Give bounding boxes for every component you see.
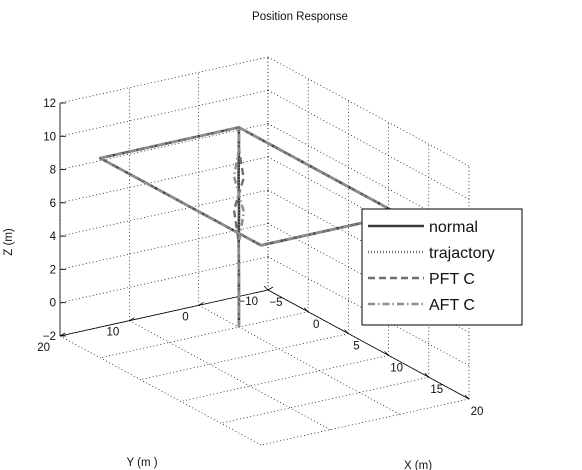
y-tick-label: 10 <box>107 327 120 339</box>
legend: normal trajactory PFT C AFT C <box>361 208 523 326</box>
grid-line <box>267 56 470 167</box>
grid-line <box>260 398 470 446</box>
grid-line <box>59 89 269 137</box>
y-tick-mark <box>267 286 274 291</box>
x-axis-line <box>267 289 470 400</box>
legend-label: trajactory <box>429 245 495 262</box>
x-tick-label: 0 <box>313 319 319 331</box>
y-tick-mark <box>129 317 135 322</box>
tick-labels: −2 0 2 4 6 8 10 12 −10 0 10 20 −5 0 5 10 15 20 <box>37 98 483 418</box>
z-tick-label: 8 <box>50 165 56 177</box>
y-axis-label: Y (m ) <box>126 457 157 469</box>
z-axis-label: Z (m) <box>3 228 15 256</box>
x-tick-label: 15 <box>430 384 443 396</box>
grid-line <box>180 355 389 402</box>
grid-line <box>59 223 269 270</box>
grid-line <box>59 189 269 237</box>
legend-label: PFT C <box>429 271 475 288</box>
x-tick-label: 20 <box>471 406 484 418</box>
x-tick-mark <box>344 329 349 334</box>
y-tick-label: 20 <box>37 342 50 354</box>
x-tick-mark <box>464 394 470 400</box>
y-tick-mark <box>198 301 204 306</box>
series-lines <box>98 126 402 328</box>
grid-line <box>220 376 429 424</box>
z-tick-label: 12 <box>43 98 56 110</box>
grid-line <box>100 311 309 359</box>
axes <box>59 102 470 400</box>
legend-label: normal <box>429 219 478 236</box>
z-tick-label: 4 <box>50 231 57 243</box>
grid-line <box>59 56 269 104</box>
chart-title: Position Response <box>252 11 348 23</box>
grid-line <box>59 156 269 204</box>
legend-label: AFT C <box>429 297 475 314</box>
grid-line <box>267 89 470 200</box>
x-tick-label: −5 <box>269 297 282 309</box>
y-axis-line <box>59 289 269 337</box>
z-tick-label: 6 <box>50 198 56 210</box>
x-tick-label: 5 <box>353 341 359 353</box>
x-tick-mark <box>263 285 269 291</box>
z-tick-label: 10 <box>43 131 56 143</box>
y-tick-label: −10 <box>238 296 258 308</box>
x-axis-label: X (m) <box>404 460 432 470</box>
x-tick-mark <box>384 351 389 356</box>
z-tick-label: −2 <box>43 331 56 343</box>
z-tick-label: 0 <box>50 298 56 310</box>
series-aft-c-line <box>98 126 401 328</box>
series-trajactory-line <box>99 126 401 328</box>
x-tick-mark <box>303 307 309 313</box>
x-tick-label: 10 <box>390 362 403 374</box>
legend-box <box>361 208 523 326</box>
y-tick-label: 0 <box>182 311 188 323</box>
z-tick-label: 2 <box>50 264 56 276</box>
grid-line <box>140 333 349 380</box>
grid-line <box>59 123 269 170</box>
y-tick-mark <box>59 332 66 337</box>
x-tick-mark <box>424 372 430 378</box>
grid-line <box>59 256 269 304</box>
